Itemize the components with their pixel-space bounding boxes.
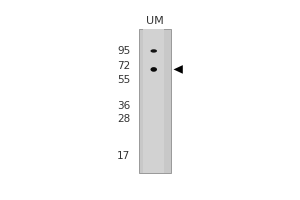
Text: 55: 55 bbox=[117, 75, 130, 85]
Polygon shape bbox=[173, 65, 183, 74]
Text: UM: UM bbox=[146, 16, 164, 26]
Text: 28: 28 bbox=[117, 114, 130, 124]
Bar bbox=[139, 29, 171, 173]
Text: 72: 72 bbox=[117, 61, 130, 71]
Ellipse shape bbox=[151, 49, 157, 53]
Ellipse shape bbox=[151, 67, 157, 72]
Bar bbox=[143, 29, 164, 173]
Text: 36: 36 bbox=[117, 101, 130, 111]
Text: 95: 95 bbox=[117, 46, 130, 56]
Text: 17: 17 bbox=[117, 151, 130, 161]
